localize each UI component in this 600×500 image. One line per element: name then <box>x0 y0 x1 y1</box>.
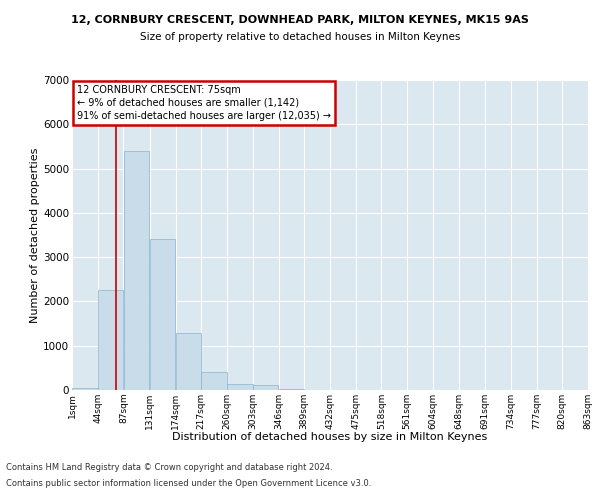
Bar <box>176 334 201 390</box>
Bar <box>72 388 98 390</box>
Bar <box>253 386 278 390</box>
Bar <box>98 290 124 390</box>
Text: Contains public sector information licensed under the Open Government Licence v3: Contains public sector information licen… <box>6 478 371 488</box>
Text: 12 CORNBURY CRESCENT: 75sqm
← 9% of detached houses are smaller (1,142)
91% of s: 12 CORNBURY CRESCENT: 75sqm ← 9% of deta… <box>77 84 331 121</box>
Text: Size of property relative to detached houses in Milton Keynes: Size of property relative to detached ho… <box>140 32 460 42</box>
Bar <box>124 151 149 390</box>
Y-axis label: Number of detached properties: Number of detached properties <box>31 148 40 322</box>
Bar <box>150 240 175 390</box>
X-axis label: Distribution of detached houses by size in Milton Keynes: Distribution of detached houses by size … <box>172 432 488 442</box>
Text: Contains HM Land Registry data © Crown copyright and database right 2024.: Contains HM Land Registry data © Crown c… <box>6 464 332 472</box>
Bar <box>227 384 253 390</box>
Text: 12, CORNBURY CRESCENT, DOWNHEAD PARK, MILTON KEYNES, MK15 9AS: 12, CORNBURY CRESCENT, DOWNHEAD PARK, MI… <box>71 15 529 25</box>
Bar <box>202 372 227 390</box>
Bar <box>278 389 304 390</box>
